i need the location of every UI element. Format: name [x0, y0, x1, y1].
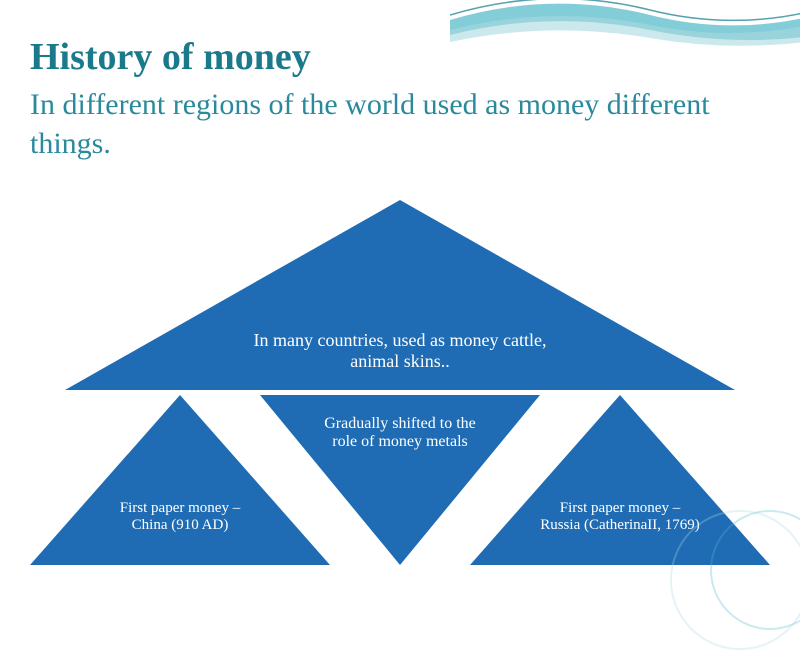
top-triangle-label: In many countries, used as money cattle,…: [230, 330, 570, 372]
triangle-diagram: In many countries, used as money cattle,…: [0, 200, 800, 600]
page-subtitle: In different regions of the world used a…: [30, 85, 770, 163]
left-triangle-shape: [30, 395, 330, 565]
page-title: History of money: [30, 35, 311, 79]
center-triangle-label: Gradually shifted to the role of money m…: [310, 415, 490, 451]
corner-circle-decoration-2: [670, 510, 800, 650]
left-triangle-label: First paper money – China (910 AD): [105, 500, 255, 534]
wave-decoration: [450, 0, 800, 80]
right-triangle-label: First paper money – Russia (CatherinaII,…: [540, 500, 700, 534]
